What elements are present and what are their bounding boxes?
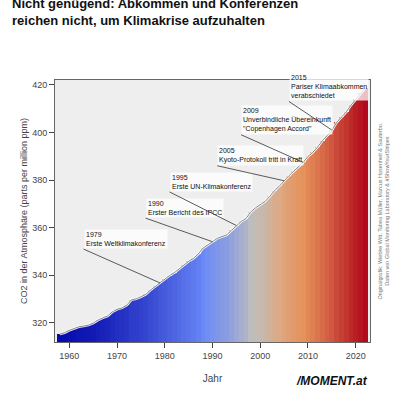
svg-text:360: 360 [32, 223, 47, 233]
svg-text:2009Unverbindliche Übereinkunf: 2009Unverbindliche Übereinkunft"Copenhag… [243, 107, 331, 133]
svg-text:2005Kyoto-Protokoll tritt in K: 2005Kyoto-Protokoll tritt in Kraft [219, 147, 302, 164]
svg-text:/MOMENT.at: /MOMENT.at [296, 374, 368, 388]
svg-text:1990Erster Bericht des IPCC: 1990Erster Bericht des IPCC [148, 200, 222, 216]
svg-text:2020: 2020 [346, 351, 366, 361]
svg-text:420: 420 [32, 80, 47, 90]
svg-text:1980: 1980 [155, 351, 175, 361]
svg-text:Nicht genügend: Abkommen und K: Nicht genügend: Abkommen und Konferenzen… [12, 0, 298, 28]
svg-text:2000: 2000 [250, 351, 270, 361]
svg-text:1995Erste UN-Klimakonferenz: 1995Erste UN-Klimakonferenz [172, 174, 251, 190]
svg-text:380: 380 [32, 175, 47, 185]
svg-text:Jahr: Jahr [203, 373, 223, 384]
svg-text:340: 340 [32, 270, 47, 280]
svg-text:400: 400 [32, 128, 47, 138]
svg-text:1960: 1960 [59, 351, 79, 361]
svg-text:Originalgrafik: Wiebke Witt, T: Originalgrafik: Wiebke Witt, Tabea Mülle… [377, 122, 390, 299]
svg-text:1990: 1990 [202, 351, 222, 361]
svg-text:2010: 2010 [298, 351, 318, 361]
svg-text:1970: 1970 [107, 351, 127, 361]
svg-text:1979Erste Weltklimakonferenz: 1979Erste Weltklimakonferenz [86, 231, 166, 247]
svg-text:2015Pariser Klimaabkommenverab: 2015Pariser Klimaabkommenverabschiedet [291, 74, 367, 99]
svg-text:320: 320 [32, 318, 47, 328]
svg-text:CO2 in der Atmosphäre (parts p: CO2 in der Atmosphäre (parts per million… [19, 118, 29, 304]
